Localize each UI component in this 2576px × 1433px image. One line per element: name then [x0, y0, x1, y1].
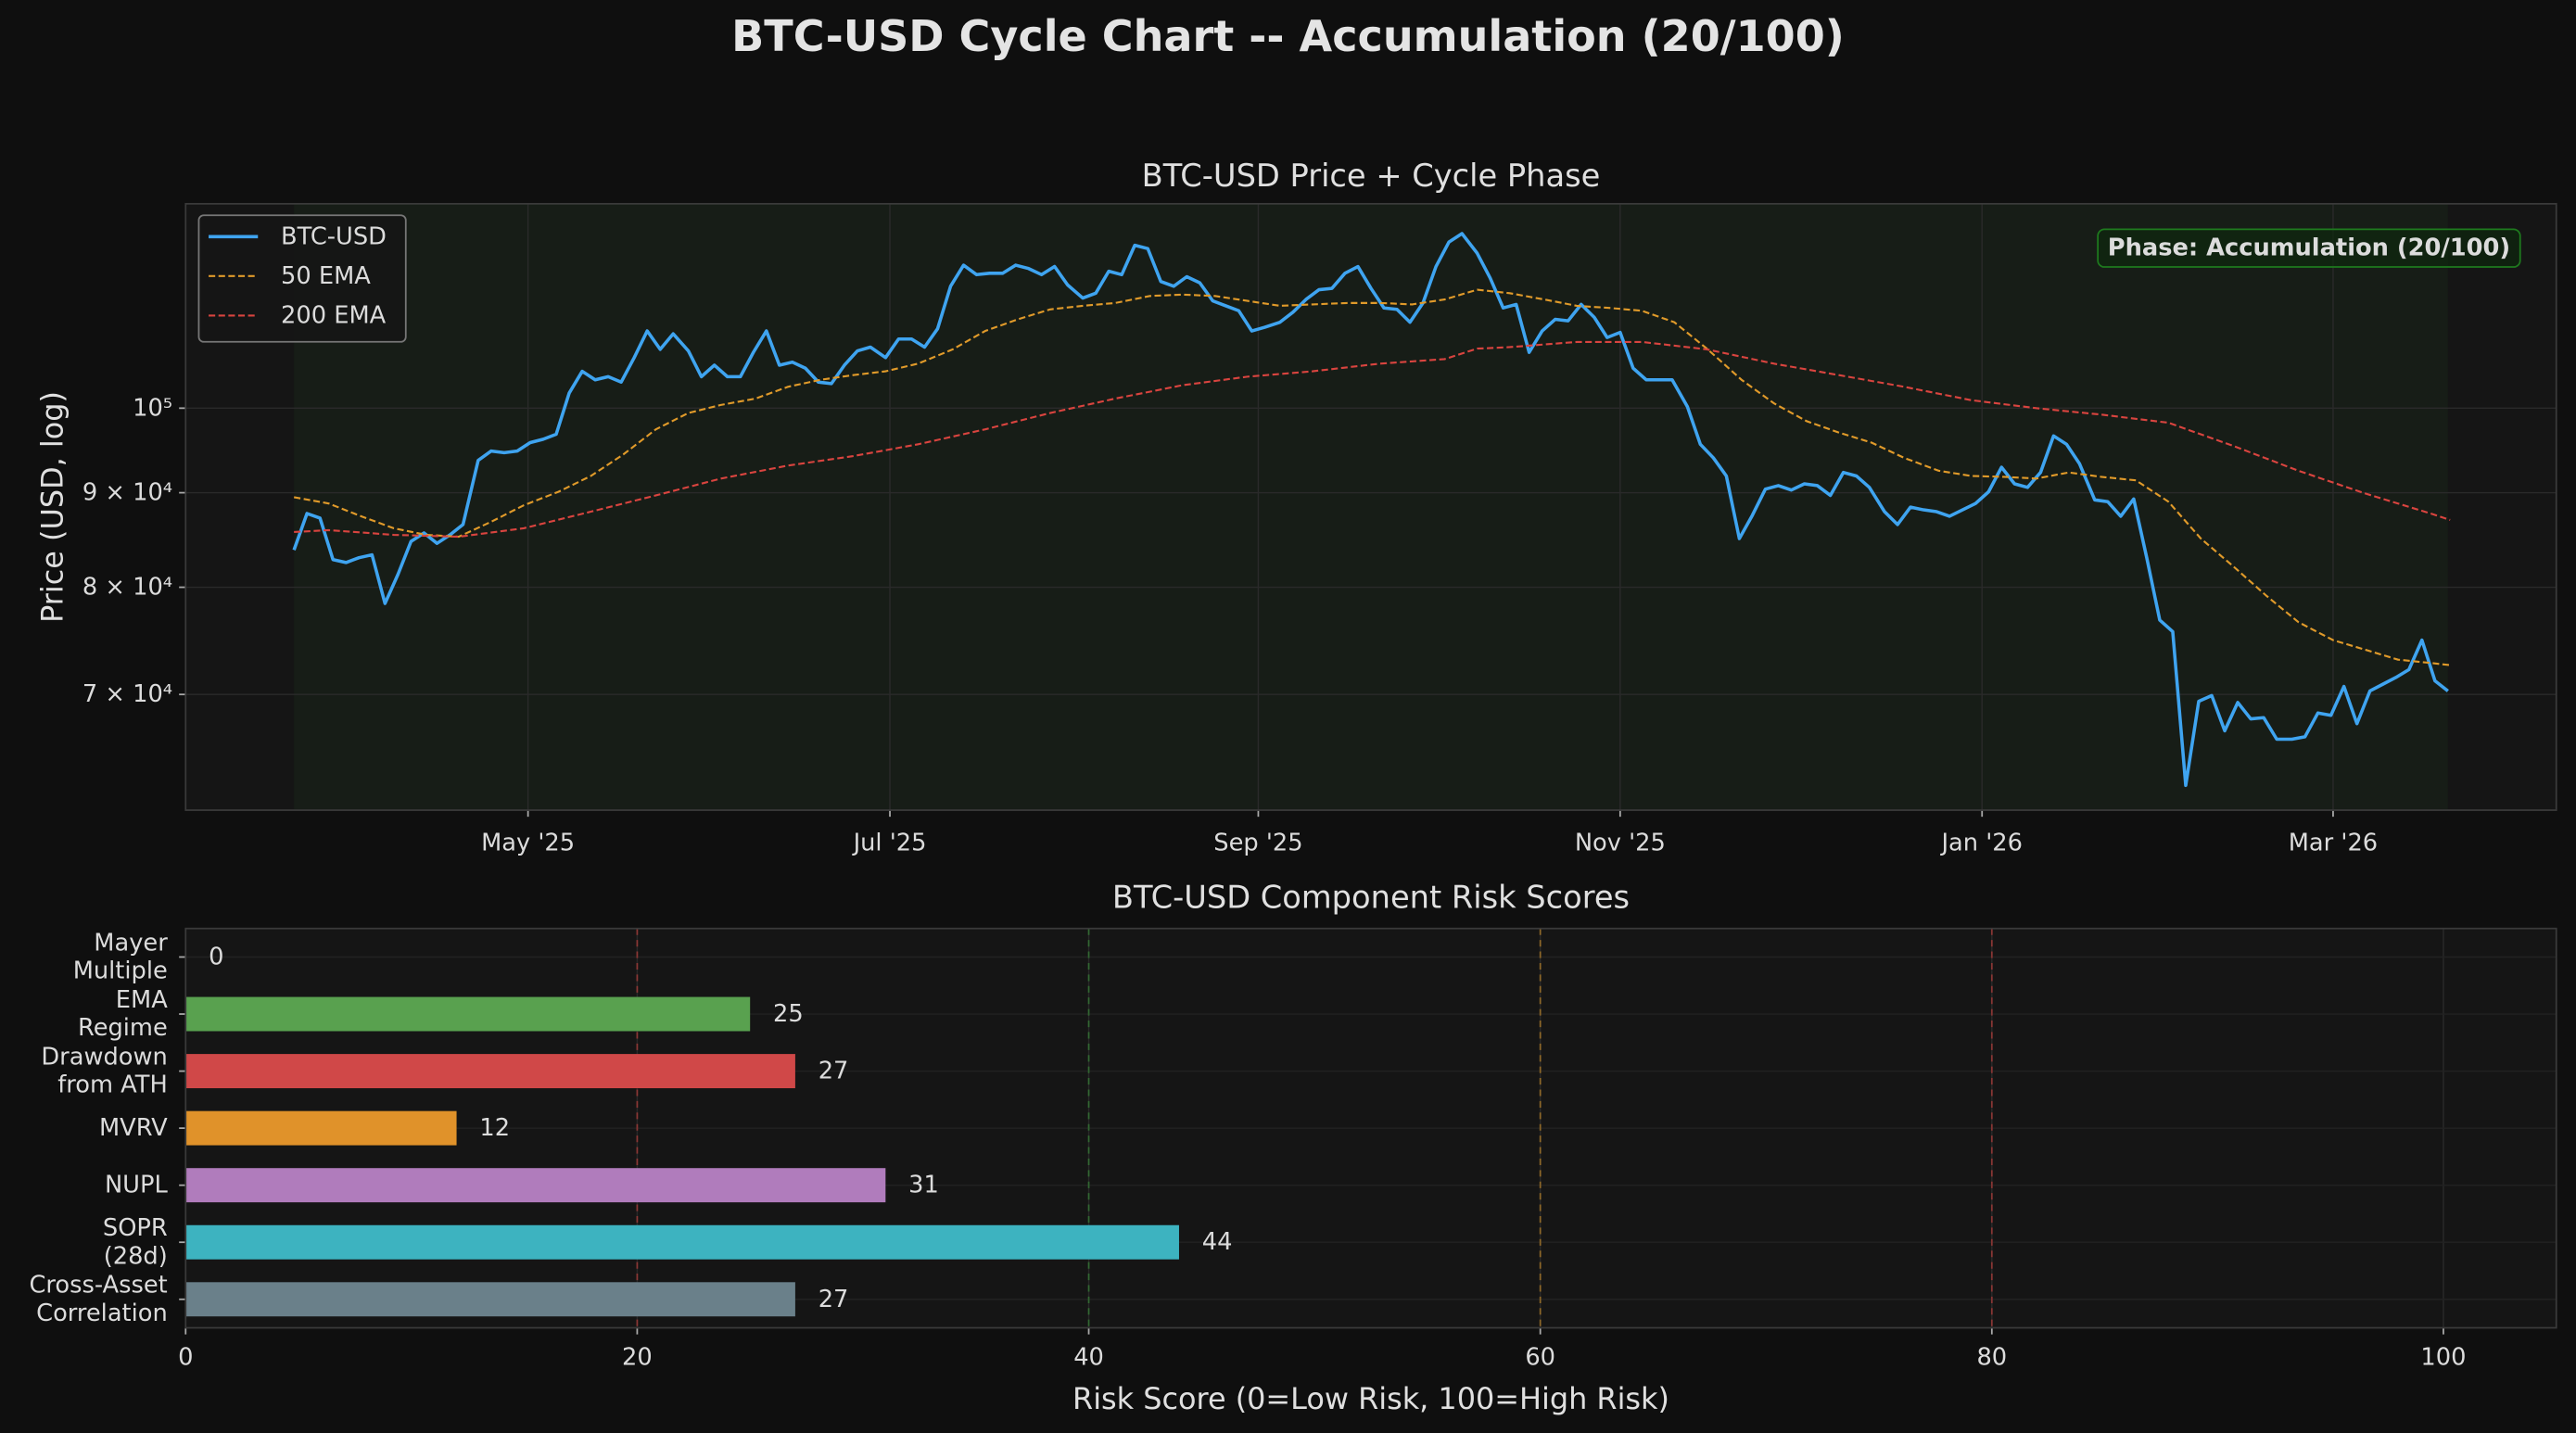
- category-label-line: EMA: [116, 986, 168, 1014]
- category-label: Drawdown from ATH: [41, 1044, 167, 1099]
- category-label: MVRV: [99, 1114, 168, 1142]
- x-tick-label: 0: [178, 1343, 193, 1371]
- category-label-line: Multiple: [73, 957, 168, 985]
- x-tick-label: Jul '25: [852, 830, 927, 857]
- axes-face: [185, 203, 2557, 811]
- price-line: [293, 288, 2451, 666]
- category-label-line: Mayer: [94, 929, 168, 957]
- x-tick-label: Mar '26: [2289, 830, 2378, 857]
- category-label-line: MVRV: [99, 1114, 168, 1142]
- legend: BTC-USD 50 EMA 200 EMA: [197, 214, 407, 343]
- value-label: 27: [818, 1286, 849, 1313]
- x-tick-label: 40: [1073, 1343, 1104, 1371]
- figure-title: BTC-USD Cycle Chart -- Accumulation (20/…: [731, 11, 1845, 61]
- value-label: 44: [1202, 1228, 1233, 1256]
- axes-title: BTC-USD Price + Cycle Phase: [1142, 158, 1601, 194]
- bar: [185, 1282, 795, 1317]
- value-label: 31: [908, 1172, 939, 1199]
- category-label-line: Cross-Asset: [29, 1272, 167, 1300]
- category-label-line: Drawdown: [41, 1044, 167, 1072]
- category-label: NUPL: [105, 1172, 168, 1199]
- legend-label: 50 EMA: [281, 262, 371, 290]
- category-label-line: NUPL: [105, 1172, 168, 1199]
- category-label: Cross-Asset Correlation: [29, 1272, 167, 1327]
- x-tick-label: 20: [622, 1343, 653, 1371]
- bar: [185, 1224, 1179, 1260]
- y-tick-label: 7 × 10⁴: [82, 680, 172, 708]
- category-label: SOPR (28d): [103, 1214, 168, 1270]
- category-label: Mayer Multiple: [73, 929, 168, 984]
- x-tick-label: May '25: [481, 830, 575, 857]
- value-label: 27: [818, 1058, 849, 1085]
- x-tick-label: Nov '25: [1575, 830, 1666, 857]
- legend-label: BTC-USD: [281, 222, 387, 250]
- axes-frame: [184, 202, 2557, 811]
- annotation-box: [2097, 228, 2521, 268]
- x-tick-label: Sep '25: [1213, 830, 1302, 857]
- category-label-line: Regime: [78, 1014, 168, 1042]
- bar: [185, 1110, 457, 1146]
- bar: [185, 1054, 795, 1089]
- phase-annotation: Phase: Accumulation (20/100): [2097, 228, 2521, 268]
- x-tick-label: Jan '26: [1939, 830, 2023, 857]
- value-label: 12: [479, 1114, 510, 1142]
- annotation-text: Phase: Accumulation (20/100): [2108, 235, 2510, 262]
- category-label-line: SOPR: [103, 1214, 168, 1242]
- price-line: [292, 232, 2449, 788]
- axes-title: BTC-USD Component Risk Scores: [1112, 880, 1630, 916]
- category-label-line: Correlation: [36, 1300, 168, 1327]
- legend-box: [197, 214, 407, 343]
- category-label-line: (28d): [104, 1242, 168, 1270]
- y-axis-label: Price (USD, log): [35, 391, 70, 623]
- category-label-line: from ATH: [57, 1072, 168, 1099]
- y-tick-label: 10⁵: [133, 394, 172, 422]
- x-tick-label: 80: [1976, 1343, 2007, 1371]
- value-label: 25: [773, 1000, 804, 1028]
- bar: [185, 1168, 886, 1203]
- phase-shading: [294, 203, 2448, 811]
- bar: [185, 996, 751, 1032]
- y-tick-label: 9 × 10⁴: [82, 479, 172, 507]
- category-label: EMA Regime: [78, 986, 168, 1042]
- value-label: 0: [209, 943, 223, 970]
- x-axis-label: Risk Score (0=Low Risk, 100=High Risk): [1072, 1381, 1669, 1416]
- price-line: [294, 340, 2451, 539]
- legend-label: 200 EMA: [281, 301, 387, 329]
- x-tick-label: 100: [2420, 1343, 2466, 1371]
- x-tick-label: 60: [1525, 1343, 1555, 1371]
- axes-frame: [184, 927, 2557, 1329]
- y-tick-label: 8 × 10⁴: [82, 574, 172, 602]
